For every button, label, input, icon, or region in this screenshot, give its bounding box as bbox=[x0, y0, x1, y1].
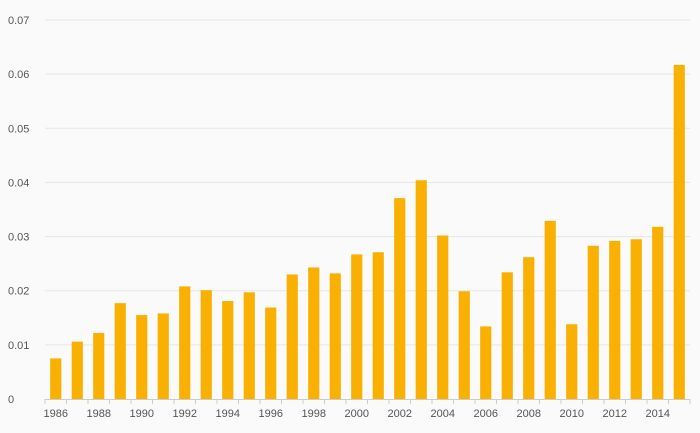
x-tick-label: 2008 bbox=[517, 408, 541, 420]
x-tick-label: 1986 bbox=[44, 408, 68, 420]
bar-2013 bbox=[630, 239, 642, 399]
bar-2006 bbox=[480, 326, 492, 399]
x-tick-label: 2006 bbox=[474, 408, 498, 420]
y-tick-label: 0.05 bbox=[8, 123, 29, 135]
bar-1988 bbox=[93, 332, 105, 399]
bar-1992 bbox=[179, 286, 191, 399]
x-tick-label: 2010 bbox=[560, 408, 584, 420]
x-tick-label: 2004 bbox=[431, 408, 455, 420]
bar-2002 bbox=[394, 198, 406, 399]
bar-1997 bbox=[286, 274, 298, 399]
bar-1999 bbox=[329, 273, 341, 399]
y-axis-tick-labels: 0 0.01 0.02 0.03 0.04 0.05 0.06 0.07 bbox=[8, 15, 29, 406]
bar-2012 bbox=[609, 240, 621, 399]
x-tick-label: 1994 bbox=[216, 408, 240, 420]
bar-2001 bbox=[372, 252, 384, 399]
x-tick-label: 2012 bbox=[603, 408, 627, 420]
bar-2004 bbox=[437, 235, 449, 399]
bar-1991 bbox=[157, 313, 169, 399]
bar-2011 bbox=[587, 245, 599, 399]
y-tick-label: 0.06 bbox=[8, 69, 29, 81]
x-axis-ticks: 1986 1988 1990 1992 1994 1996 1998 2000 2002 2004… bbox=[44, 399, 691, 420]
x-tick-label: 1992 bbox=[173, 408, 197, 420]
bars bbox=[50, 64, 685, 399]
y-tick-label: 0.02 bbox=[8, 286, 29, 298]
bar-1994 bbox=[222, 301, 234, 399]
bar-1987 bbox=[71, 341, 83, 399]
bar-1993 bbox=[200, 290, 212, 399]
x-tick-label: 2014 bbox=[646, 408, 670, 420]
y-tick-label: 0.07 bbox=[8, 15, 29, 27]
bar-2009 bbox=[544, 220, 556, 399]
x-tick-label: 2002 bbox=[388, 408, 412, 420]
y-tick-label: 0 bbox=[8, 394, 14, 406]
x-tick-label: 2000 bbox=[345, 408, 369, 420]
x-tick-label: 1996 bbox=[259, 408, 283, 420]
bar-1986 bbox=[50, 358, 62, 399]
bar-2010 bbox=[566, 324, 578, 399]
y-tick-label: 0.04 bbox=[8, 177, 29, 189]
x-tick-label: 1988 bbox=[87, 408, 111, 420]
bar-1995 bbox=[243, 292, 255, 399]
x-tick-label: 1998 bbox=[302, 408, 326, 420]
gridlines bbox=[45, 19, 690, 346]
x-tick-label: 1990 bbox=[130, 408, 154, 420]
bar-2000 bbox=[351, 254, 363, 399]
bar-1990 bbox=[136, 315, 148, 399]
y-tick-label: 0.03 bbox=[8, 232, 29, 244]
bar-1989 bbox=[114, 303, 126, 399]
bar-1998 bbox=[308, 267, 320, 399]
bar-2005 bbox=[458, 291, 470, 399]
bar-2007 bbox=[501, 272, 513, 399]
bar-2003 bbox=[415, 180, 427, 399]
bar-2014 bbox=[652, 226, 664, 399]
bar-2015 bbox=[673, 64, 685, 399]
bar-2008 bbox=[523, 257, 535, 399]
y-tick-label: 0.01 bbox=[8, 340, 29, 352]
bar-1996 bbox=[265, 307, 277, 399]
